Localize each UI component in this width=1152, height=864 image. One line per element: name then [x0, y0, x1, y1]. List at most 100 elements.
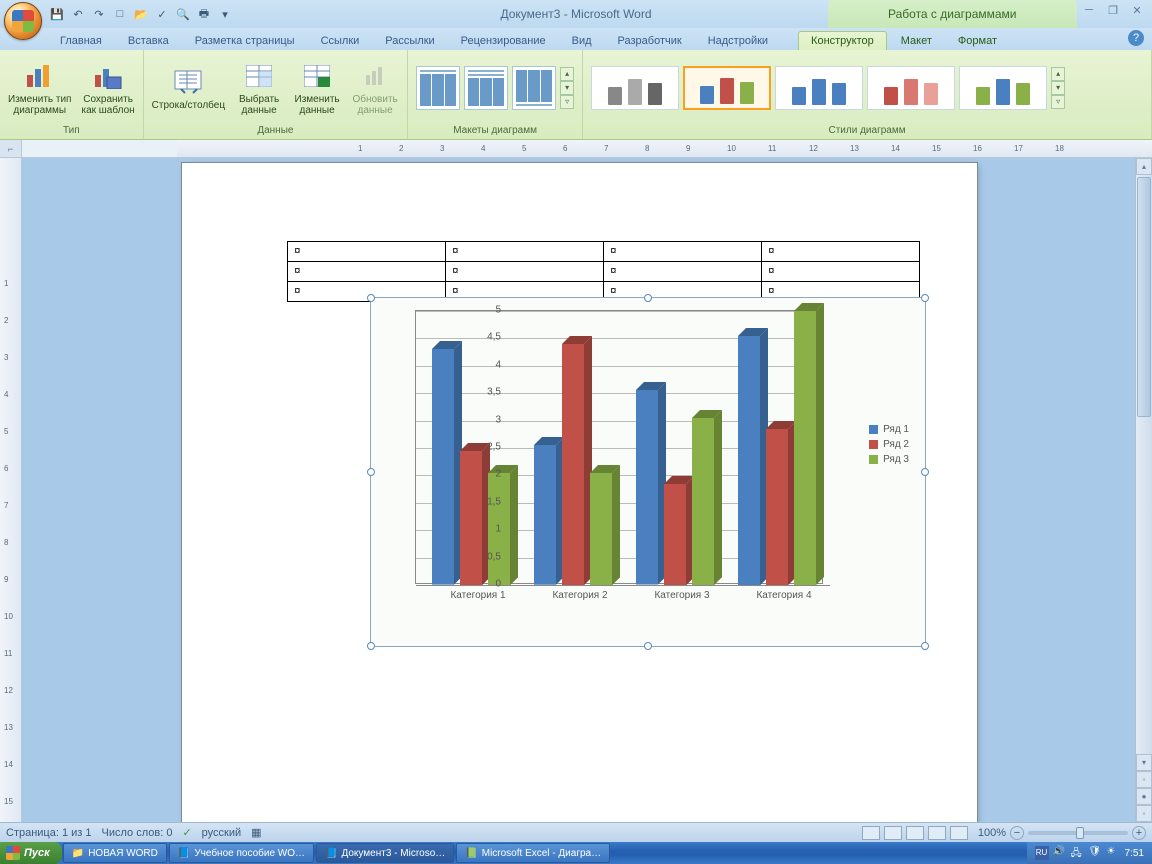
- selection-handle[interactable]: [367, 294, 375, 302]
- tab-home[interactable]: Главная: [48, 32, 114, 50]
- tab-chart-format[interactable]: Формат: [946, 32, 1009, 50]
- change-chart-type-button[interactable]: Изменить тип диаграммы: [4, 58, 75, 118]
- chart-style-1[interactable]: [591, 66, 679, 110]
- refresh-data-button[interactable]: Обновить данные: [347, 58, 403, 118]
- table-cell[interactable]: ¤: [446, 262, 604, 282]
- proofing-icon[interactable]: ✓: [182, 826, 191, 839]
- clock[interactable]: 7:51: [1125, 848, 1144, 859]
- view-draft[interactable]: [950, 826, 968, 840]
- vertical-ruler[interactable]: 12345678910111213141516: [0, 158, 22, 822]
- switch-row-col-button[interactable]: Строка/столбец: [148, 64, 229, 113]
- tab-review[interactable]: Рецензирование: [449, 32, 558, 50]
- chart-style-4[interactable]: [867, 66, 955, 110]
- preview-icon[interactable]: 🔍: [174, 5, 192, 23]
- tab-view[interactable]: Вид: [560, 32, 604, 50]
- qat-more-icon[interactable]: ▾: [216, 5, 234, 23]
- zoom-in-icon[interactable]: +: [1132, 826, 1146, 840]
- status-words[interactable]: Число слов: 0: [102, 827, 173, 839]
- selection-handle[interactable]: [644, 294, 652, 302]
- status-page[interactable]: Страница: 1 из 1: [6, 827, 92, 839]
- status-language[interactable]: русский: [202, 827, 241, 839]
- tray-icon-3[interactable]: 🛡: [1089, 846, 1103, 860]
- tab-chart-layout[interactable]: Макет: [889, 32, 944, 50]
- chart-style-2[interactable]: [683, 66, 771, 110]
- taskbar-item[interactable]: 📁НОВАЯ WORD: [63, 843, 167, 863]
- browse-next-icon[interactable]: ◦: [1136, 805, 1152, 822]
- view-print-layout[interactable]: [862, 826, 880, 840]
- view-outline[interactable]: [928, 826, 946, 840]
- vertical-scrollbar[interactable]: ▴ ▾ ◦ ● ◦: [1135, 158, 1152, 822]
- scroll-up-icon[interactable]: ▴: [1136, 158, 1152, 175]
- chart-bar[interactable]: [534, 437, 564, 585]
- table-cell[interactable]: ¤: [288, 262, 446, 282]
- table-cell[interactable]: ¤: [604, 242, 762, 262]
- tab-developer[interactable]: Разработчик: [606, 32, 694, 50]
- chart-bar[interactable]: [460, 443, 490, 585]
- tray-icon-1[interactable]: 🔊: [1053, 846, 1067, 860]
- view-web[interactable]: [906, 826, 924, 840]
- chart-bar[interactable]: [766, 421, 796, 585]
- table-cell[interactable]: ¤: [288, 242, 446, 262]
- chart-bar[interactable]: [664, 476, 694, 585]
- zoom-level[interactable]: 100%: [978, 827, 1006, 839]
- tab-insert[interactable]: Вставка: [116, 32, 181, 50]
- chart-bar[interactable]: [432, 341, 462, 585]
- table-cell[interactable]: ¤: [762, 262, 920, 282]
- close-icon[interactable]: ✕: [1128, 4, 1146, 18]
- tab-mailings[interactable]: Рассылки: [373, 32, 446, 50]
- tab-addins[interactable]: Надстройки: [696, 32, 780, 50]
- system-tray[interactable]: RU 🔊 🖧 🛡 ☀ 7:51: [1027, 842, 1152, 864]
- chart-bar[interactable]: [692, 410, 722, 585]
- zoom-out-icon[interactable]: −: [1010, 826, 1024, 840]
- document-table[interactable]: ¤¤¤¤¤¤¤¤¤¤¤¤: [287, 241, 920, 302]
- table-cell[interactable]: ¤: [762, 242, 920, 262]
- styles-scroll[interactable]: ▴▾▿: [1051, 67, 1065, 109]
- chart-object[interactable]: Ряд 1Ряд 2Ряд 3 00,511,522,533,544,55Кат…: [370, 297, 926, 647]
- tab-references[interactable]: Ссылки: [309, 32, 372, 50]
- save-as-template-button[interactable]: Сохранить как шаблон: [77, 58, 138, 118]
- selection-handle[interactable]: [921, 468, 929, 476]
- browse-prev-icon[interactable]: ◦: [1136, 771, 1152, 788]
- document-viewport[interactable]: ¤¤¤¤¤¤¤¤¤¤¤¤ Ряд 1Ряд 2Ряд 3 00,511,522,…: [22, 158, 1135, 822]
- redo-icon[interactable]: ↷: [90, 5, 108, 23]
- chart-bar[interactable]: [590, 465, 620, 585]
- help-icon[interactable]: ?: [1128, 30, 1144, 46]
- taskbar-item[interactable]: 📗Microsoft Excel - Диагра…: [456, 843, 610, 863]
- chart-layout-3[interactable]: [512, 66, 556, 110]
- selection-handle[interactable]: [367, 642, 375, 650]
- zoom-slider[interactable]: [1028, 831, 1128, 835]
- start-button[interactable]: Пуск: [0, 842, 62, 864]
- table-cell[interactable]: ¤: [446, 242, 604, 262]
- chart-style-5[interactable]: [959, 66, 1047, 110]
- view-full-reading[interactable]: [884, 826, 902, 840]
- tab-pagelayout[interactable]: Разметка страницы: [183, 32, 307, 50]
- edit-data-button[interactable]: Изменить данные: [289, 58, 345, 118]
- restore-icon[interactable]: ❐: [1104, 4, 1122, 18]
- table-cell[interactable]: ¤: [604, 262, 762, 282]
- chart-bar[interactable]: [794, 303, 824, 585]
- save-icon[interactable]: 💾: [48, 5, 66, 23]
- selection-handle[interactable]: [921, 642, 929, 650]
- scroll-down-icon[interactable]: ▾: [1136, 754, 1152, 771]
- chart-layout-2[interactable]: [464, 66, 508, 110]
- selection-handle[interactable]: [921, 294, 929, 302]
- lang-indicator[interactable]: RU: [1035, 846, 1049, 860]
- undo-icon[interactable]: ↶: [69, 5, 87, 23]
- legend-item[interactable]: Ряд 3: [869, 454, 909, 465]
- taskbar-item[interactable]: 📘Учебное пособие WO…: [169, 843, 314, 863]
- legend-item[interactable]: Ряд 2: [869, 439, 909, 450]
- new-icon[interactable]: □: [111, 5, 129, 23]
- legend-item[interactable]: Ряд 1: [869, 424, 909, 435]
- chart-style-3[interactable]: [775, 66, 863, 110]
- spell-icon[interactable]: ✓: [153, 5, 171, 23]
- minimize-icon[interactable]: ─: [1080, 4, 1098, 18]
- chart-layout-1[interactable]: [416, 66, 460, 110]
- selection-handle[interactable]: [367, 468, 375, 476]
- chart-bar[interactable]: [636, 382, 666, 585]
- chart-bar[interactable]: [738, 328, 768, 585]
- tab-chart-design[interactable]: Конструктор: [798, 31, 887, 50]
- tray-icon-2[interactable]: 🖧: [1071, 846, 1085, 860]
- chart-bar[interactable]: [562, 336, 592, 585]
- taskbar-item[interactable]: 📘Документ3 - Microso…: [316, 843, 454, 863]
- chart-legend[interactable]: Ряд 1 Ряд 2 Ряд 3: [869, 420, 909, 469]
